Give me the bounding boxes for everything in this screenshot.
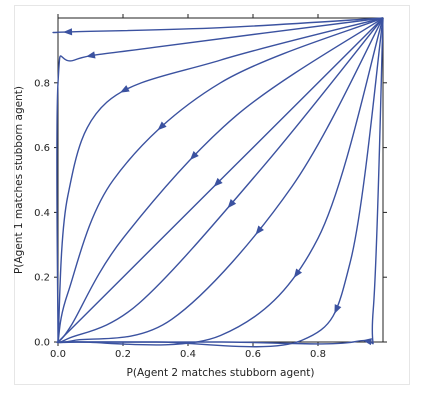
direction-arrow-icon [63, 28, 73, 36]
x-tick-label: 0.8 [310, 349, 326, 360]
x-axis-title: P(Agent 2 matches stubborn agent) [127, 367, 315, 379]
trajectory-line [57, 17, 384, 343]
direction-arrow-icon [255, 225, 264, 235]
trajectory-line [57, 17, 384, 345]
trajectory-line [57, 17, 384, 343]
y-tick-label: 0.6 [34, 143, 50, 154]
y-tick-label: 0.2 [34, 273, 50, 284]
figure-card [14, 5, 410, 385]
direction-arrow-icon [293, 268, 303, 278]
x-tick-label: 0.0 [50, 349, 66, 360]
trajectory-line [57, 17, 384, 344]
direction-arrow-icon [120, 85, 130, 93]
direction-arrow-icon [157, 121, 167, 131]
direction-arrow-icon [334, 304, 342, 314]
trajectory-line [56, 17, 384, 343]
direction-arrow-icon [213, 177, 223, 187]
x-tick-label: 0.2 [115, 349, 131, 360]
y-axis-title: P(Agent 1 matches stubborn agent) [13, 86, 25, 274]
trajectory-line [57, 17, 384, 344]
trajectory-line [57, 17, 384, 343]
trajectory-line [57, 17, 384, 343]
y-tick-label: 0.0 [34, 338, 50, 349]
direction-arrow-icon [189, 151, 199, 161]
y-tick-label: 0.8 [34, 78, 50, 89]
direction-arrow-icon [86, 51, 96, 59]
x-tick-label: 0.4 [180, 349, 196, 360]
direction-arrow-icon [227, 199, 237, 209]
x-tick-label: 0.6 [245, 349, 261, 360]
direction-arrow-icon [362, 338, 372, 346]
trajectory-line [52, 17, 384, 34]
y-tick-label: 0.4 [34, 208, 50, 219]
